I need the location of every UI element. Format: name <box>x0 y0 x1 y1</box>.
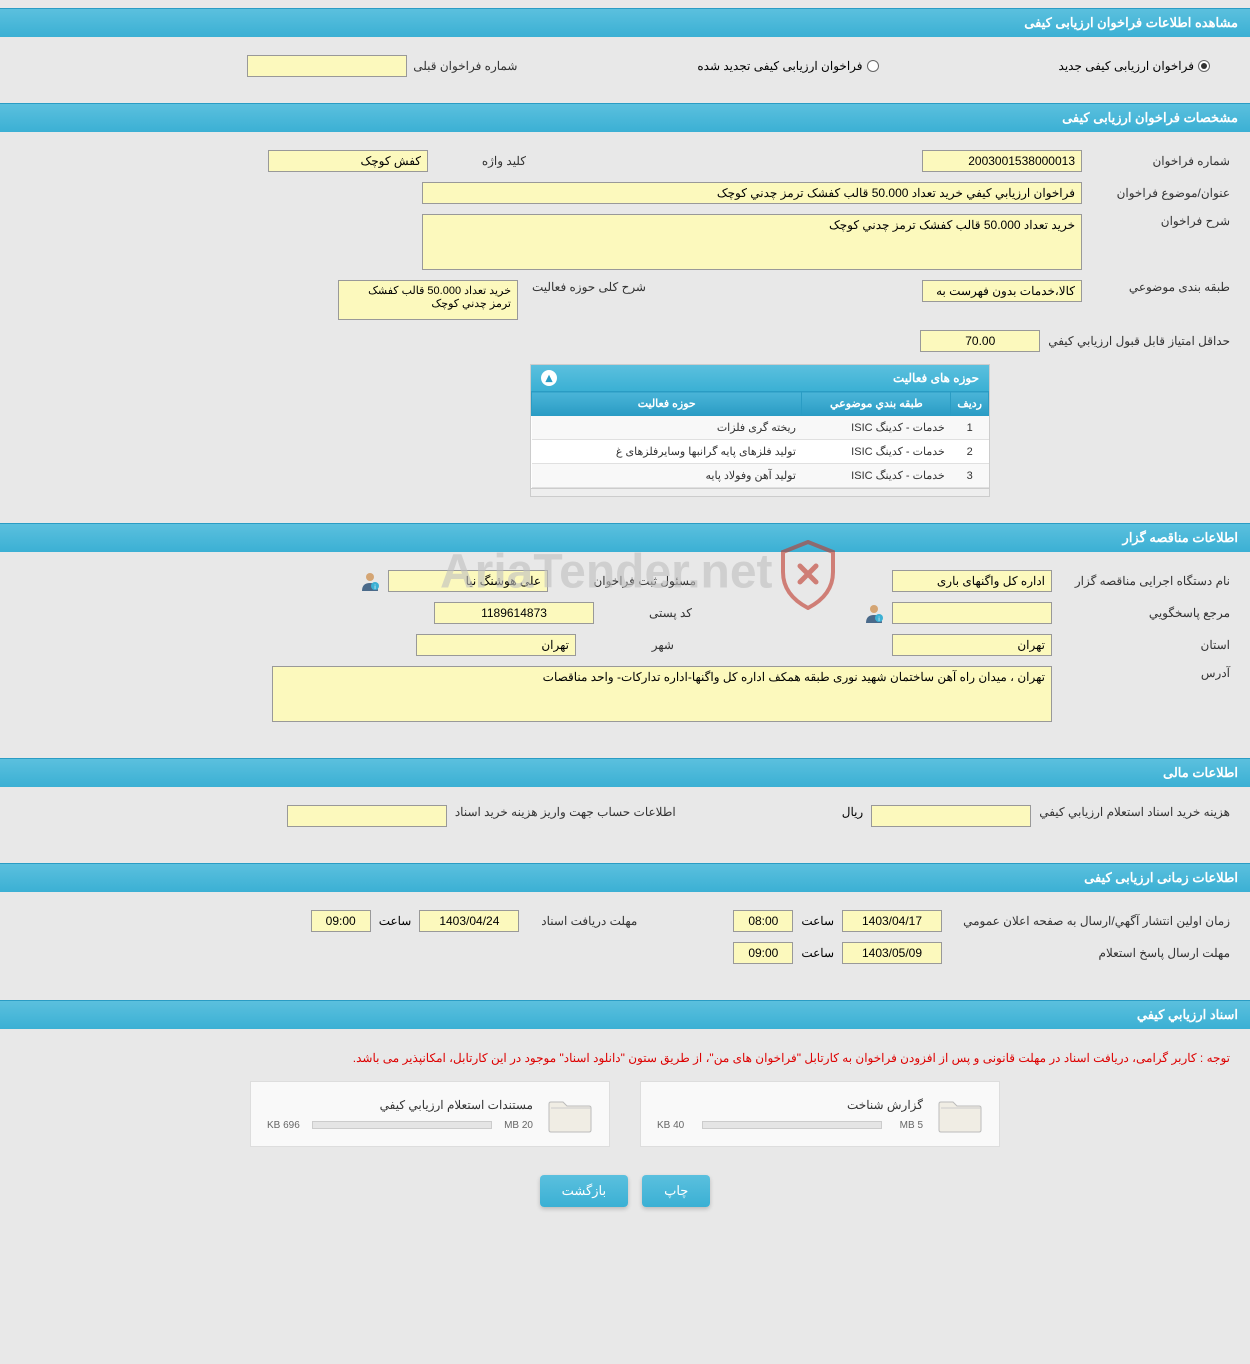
min-score-label: حداقل امتياز قابل قبول ارزيابي کيفي <box>1048 334 1230 348</box>
category-field: کالا،خدمات بدون فهرست به <box>922 280 1082 302</box>
postal-field: 1189614873 <box>434 602 594 624</box>
col-row: رديف <box>951 392 989 416</box>
currency-label: ریال <box>842 805 864 819</box>
activity-table: حوزه های فعاليت ▴ رديف طبقه بندي موضوعي … <box>530 364 990 497</box>
ref-label: مرجع پاسخگويي <box>1060 606 1230 620</box>
cost-field <box>871 805 1031 827</box>
ref-field <box>892 602 1052 624</box>
person-icon[interactable]: i <box>864 603 884 623</box>
table-row: 3 خدمات - کدینگ ISIC تولید آهن وفولاد پا… <box>532 464 989 488</box>
activity-desc-label: شرح کلی حوزه فعالیت <box>526 280 646 294</box>
radio-renewed-label: فراخوان ارزیابی کیفی تجدید شده <box>697 59 862 73</box>
section-view-header: مشاهده اطلاعات فراخوان ارزیابی کیفی <box>0 8 1250 37</box>
back-button[interactable]: بازگشت <box>540 1175 628 1207</box>
doc1-total: 5 MB <box>900 1120 923 1131</box>
doc1-progress <box>702 1121 882 1129</box>
svg-text:i: i <box>878 617 879 623</box>
receive-date: 1403/04/24 <box>419 910 519 932</box>
keyword-field: کفش کوچک <box>268 150 428 172</box>
publish-date: 1403/04/17 <box>842 910 942 932</box>
keyword-label: کلید واژه <box>436 154 526 168</box>
resp-label: مسئول ثبت فراخوان <box>556 574 696 588</box>
exec-label: نام دستگاه اجرایی مناقصه گزار <box>1060 574 1230 588</box>
radio-new-label: فراخوان ارزیابی کیفی جدید <box>1059 59 1194 73</box>
doc2-title: مستندات استعلام ارزيابي کيفي <box>267 1098 533 1112</box>
publish-time: 08:00 <box>733 910 793 932</box>
table-scrollbar[interactable] <box>531 488 989 496</box>
doc-card-report[interactable]: گزارش شناخت 5 MB 40 KB <box>640 1081 1000 1147</box>
radio-dot-icon <box>1198 60 1210 72</box>
doc1-title: گزارش شناخت <box>657 1098 923 1112</box>
category-label: طبقه بندی موضوعي <box>1090 280 1230 294</box>
title-label: عنوان/موضوع فراخوان <box>1090 186 1230 200</box>
desc-label: شرح فراخوان <box>1090 214 1230 228</box>
folder-icon <box>547 1094 593 1134</box>
number-field: 2003001538000013 <box>922 150 1082 172</box>
receive-label: مهلت دریافت اسناد <box>527 914 637 928</box>
activity-desc-field: خريد تعداد 50.000 قالب کفشک ترمز چدني کو… <box>338 280 518 320</box>
section-specs-header: مشخصات فراخوان ارزیابی کیفی <box>0 103 1250 132</box>
desc-field: خريد تعداد 50.000 قالب کفشک ترمز چدني کو… <box>422 214 1082 270</box>
table-row: 2 خدمات - کدینگ ISIC تولید فلزهای پایه گ… <box>532 440 989 464</box>
section-financial-header: اطلاعات مالی <box>0 758 1250 787</box>
folder-icon <box>937 1094 983 1134</box>
col-category: طبقه بندي موضوعي <box>802 392 951 416</box>
reply-date: 1403/05/09 <box>842 942 942 964</box>
acct-field <box>287 805 447 827</box>
title-field: فراخوان ارزيابي کيفي خريد تعداد 50.000 ق… <box>422 182 1082 204</box>
specs-body: شماره فراخوان 2003001538000013 کلید واژه… <box>0 132 1250 515</box>
tenderer-body: نام دستگاه اجرایی مناقصه گزار اداره کل و… <box>0 552 1250 750</box>
province-label: استان <box>1060 638 1230 652</box>
activity-table-title: حوزه های فعاليت <box>893 371 979 385</box>
collapse-icon[interactable]: ▴ <box>541 370 557 386</box>
top-options: فراخوان ارزیابی کیفی جدید فراخوان ارزیاب… <box>0 37 1250 95</box>
person-icon[interactable]: i <box>360 571 380 591</box>
doc2-used: 696 KB <box>267 1120 300 1131</box>
publish-label: زمان اولين انتشار آگهي/ارسال به صفحه اعل… <box>950 914 1230 928</box>
prev-number-label: شماره فراخوان قبلی <box>413 59 517 73</box>
city-field: تهران <box>416 634 576 656</box>
svg-text:i: i <box>374 585 375 591</box>
section-timing-header: اطلاعات زمانی ارزیابی کیفی <box>0 863 1250 892</box>
province-field: تهران <box>892 634 1052 656</box>
reply-time: 09:00 <box>733 942 793 964</box>
table-row: 1 خدمات - کدینگ ISIC ریخته گری فلزات <box>532 416 989 440</box>
radio-new[interactable]: فراخوان ارزیابی کیفی جدید <box>1059 59 1210 73</box>
number-label: شماره فراخوان <box>1090 154 1230 168</box>
section-docs-header: اسناد ارزیابي کیفي <box>0 1000 1250 1029</box>
doc1-used: 40 KB <box>657 1120 684 1131</box>
city-label: شهر <box>584 638 674 652</box>
time-word: ساعت <box>801 946 834 960</box>
time-word: ساعت <box>801 914 834 928</box>
time-word: ساعت <box>379 914 412 928</box>
section-tenderer-header: اطلاعات مناقصه گزار <box>0 523 1250 552</box>
doc2-progress <box>312 1121 492 1129</box>
resp-field: علی هوشنگ نیا <box>388 570 548 592</box>
timing-body: زمان اولين انتشار آگهي/ارسال به صفحه اعل… <box>0 892 1250 992</box>
acct-label: اطلاعات حساب جهت واريز هزينه خريد اسناد <box>455 805 676 819</box>
docs-body: توجه : کاربر گرامی، دریافت اسناد در مهلت… <box>0 1029 1250 1225</box>
doc2-total: 20 MB <box>504 1120 533 1131</box>
receive-time: 09:00 <box>311 910 371 932</box>
address-field: تهران ، ميدان راه آهن ساختمان شهيد نوری … <box>272 666 1052 722</box>
col-domain: حوزه فعاليت <box>532 392 802 416</box>
postal-label: کد پستی <box>602 606 692 620</box>
reply-label: مهلت ارسال پاسخ استعلام <box>950 946 1230 960</box>
financial-body: هزینه خرید اسناد استعلام ارزيابي کيفي ری… <box>0 787 1250 855</box>
prev-number-field[interactable] <box>247 55 407 77</box>
address-label: آدرس <box>1060 666 1230 680</box>
exec-field: اداره کل واگنهای باری <box>892 570 1052 592</box>
radio-renewed[interactable]: فراخوان ارزیابی کیفی تجدید شده <box>697 59 878 73</box>
min-score-field: 70.00 <box>920 330 1040 352</box>
notice-text: توجه : کاربر گرامی، دریافت اسناد در مهلت… <box>20 1047 1230 1069</box>
print-button[interactable]: چاپ <box>642 1175 710 1207</box>
cost-label: هزینه خرید اسناد استعلام ارزيابي کيفي <box>1039 805 1230 819</box>
radio-dot-icon <box>867 60 879 72</box>
doc-card-eval[interactable]: مستندات استعلام ارزيابي کيفي 20 MB 696 K… <box>250 1081 610 1147</box>
